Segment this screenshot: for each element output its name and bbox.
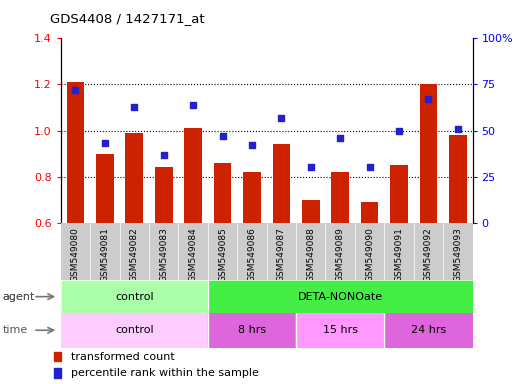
Point	[130, 104, 138, 110]
Bar	[208, 313, 296, 348]
Bar	[272, 144, 290, 223]
Text: control: control	[115, 325, 154, 335]
Point	[159, 151, 168, 157]
Point	[307, 164, 315, 170]
Text: time: time	[3, 325, 28, 335]
Text: 15 hrs: 15 hrs	[323, 325, 357, 335]
Text: 24 hrs: 24 hrs	[411, 325, 446, 335]
Text: GSM549081: GSM549081	[100, 227, 109, 282]
Bar	[54, 352, 61, 361]
Point	[336, 135, 344, 141]
Bar	[184, 128, 202, 223]
Text: GSM549093: GSM549093	[454, 227, 463, 282]
Text: GSM549084: GSM549084	[188, 227, 197, 282]
Bar	[208, 280, 473, 313]
Point	[395, 127, 403, 134]
Point	[454, 126, 462, 132]
Bar	[384, 313, 473, 348]
Text: GSM549087: GSM549087	[277, 227, 286, 282]
Bar	[449, 135, 467, 223]
Bar	[214, 163, 231, 223]
Text: control: control	[115, 291, 154, 302]
Bar	[96, 154, 114, 223]
Point	[248, 142, 256, 148]
Bar	[61, 280, 208, 313]
Text: GSM549086: GSM549086	[248, 227, 257, 282]
Text: 8 hrs: 8 hrs	[238, 325, 266, 335]
Text: agent: agent	[3, 291, 35, 302]
Text: percentile rank within the sample: percentile rank within the sample	[71, 368, 259, 378]
Bar	[243, 172, 261, 223]
Bar	[155, 167, 173, 223]
Text: GSM549088: GSM549088	[306, 227, 315, 282]
Text: agent: agent	[3, 291, 35, 302]
Point	[277, 114, 286, 121]
Bar	[54, 368, 61, 378]
Text: GDS4408 / 1427171_at: GDS4408 / 1427171_at	[50, 12, 205, 25]
Text: GSM549092: GSM549092	[424, 227, 433, 282]
Text: DETA-NONOate: DETA-NONOate	[298, 291, 383, 302]
Bar	[420, 84, 437, 223]
Bar	[332, 172, 349, 223]
Bar	[67, 82, 84, 223]
Point	[218, 133, 227, 139]
Text: GSM549083: GSM549083	[159, 227, 168, 282]
Text: GSM549091: GSM549091	[394, 227, 403, 282]
Point	[71, 87, 80, 93]
Text: GSM549085: GSM549085	[218, 227, 227, 282]
Bar	[126, 133, 143, 223]
Bar	[61, 313, 208, 348]
Bar	[296, 313, 384, 348]
Text: GSM549089: GSM549089	[336, 227, 345, 282]
Bar	[302, 200, 319, 223]
Text: GSM549080: GSM549080	[71, 227, 80, 282]
Point	[365, 164, 374, 170]
Bar	[361, 202, 379, 223]
Text: transformed count: transformed count	[71, 351, 175, 361]
Point	[424, 96, 432, 102]
Text: GSM549082: GSM549082	[130, 227, 139, 282]
Text: GSM549090: GSM549090	[365, 227, 374, 282]
Point	[189, 102, 197, 108]
Bar	[390, 165, 408, 223]
Point	[101, 141, 109, 147]
